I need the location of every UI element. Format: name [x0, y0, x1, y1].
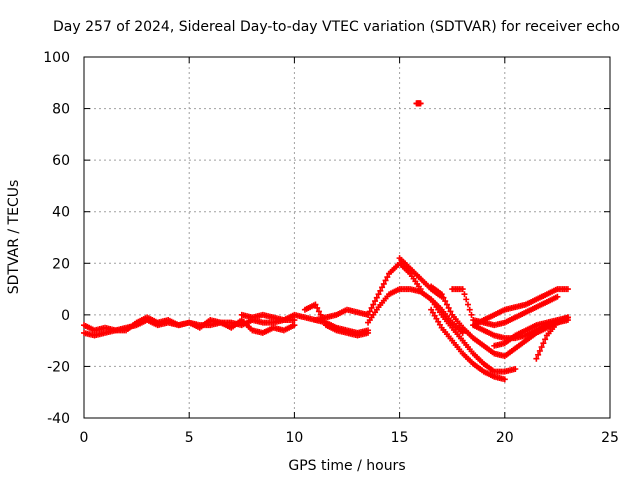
data-point	[536, 347, 543, 354]
y-tick-label: 0	[61, 308, 70, 324]
data-point	[501, 376, 508, 383]
data-point	[564, 286, 571, 293]
y-tick-label: -40	[47, 411, 70, 427]
data-point	[459, 286, 466, 293]
data-point	[314, 304, 321, 311]
chart-title: Day 257 of 2024, Sidereal Day-to-day VTE…	[53, 19, 620, 35]
data-point	[380, 280, 387, 287]
y-tick-label: 80	[52, 102, 70, 118]
series-track-7	[365, 260, 424, 318]
y-tick-label: 40	[52, 205, 70, 221]
series-track-16	[533, 314, 571, 362]
plot-frame	[83, 56, 611, 419]
data-point	[384, 274, 391, 281]
data-point	[291, 317, 298, 324]
data-point	[464, 301, 471, 308]
data-point	[542, 336, 549, 343]
series-outlier	[413, 100, 424, 107]
data-points	[81, 100, 571, 383]
data-point	[435, 318, 442, 325]
data-point	[368, 304, 375, 311]
data-point	[382, 277, 389, 284]
x-tick-label: 0	[80, 430, 89, 446]
data-point	[370, 301, 377, 308]
data-point	[428, 306, 435, 313]
data-point	[429, 309, 436, 316]
y-tick-label: 20	[52, 256, 70, 272]
data-point	[372, 298, 379, 305]
data-point	[438, 291, 445, 298]
data-point	[365, 329, 372, 336]
series-track-12	[449, 286, 561, 329]
y-tick-label: 100	[43, 50, 70, 66]
data-point	[540, 340, 547, 347]
data-point	[417, 100, 424, 107]
series-track-2	[81, 314, 298, 339]
x-tick-label: 15	[391, 430, 409, 446]
data-point	[535, 351, 542, 358]
data-point	[538, 344, 545, 351]
x-tick-label: 20	[496, 430, 514, 446]
data-point	[291, 322, 298, 329]
series-track-13	[470, 286, 571, 329]
x-tick-label: 10	[285, 430, 303, 446]
data-point	[533, 355, 540, 362]
data-point	[442, 298, 449, 305]
data-point	[366, 308, 373, 315]
axes-ticks: 0 5 10 15 20 25 -40 -20 0 20 40 60 80 100	[43, 50, 619, 446]
data-point	[433, 315, 440, 322]
y-axis-label: SDTVAR / TECUs	[6, 180, 22, 295]
data-point	[459, 329, 466, 336]
data-point	[463, 296, 470, 303]
data-point	[436, 321, 443, 328]
data-point	[315, 308, 322, 315]
data-point	[554, 293, 561, 300]
data-point	[365, 311, 372, 318]
data-point	[379, 284, 386, 291]
data-point	[466, 306, 473, 313]
data-point	[431, 312, 438, 319]
data-point	[461, 291, 468, 298]
data-point	[312, 301, 319, 308]
x-tick-label: 25	[601, 430, 619, 446]
data-point	[445, 304, 452, 311]
series-track-10	[428, 306, 508, 383]
data-point	[468, 311, 475, 318]
data-point	[375, 291, 382, 298]
data-point	[443, 301, 450, 308]
series-track-9	[428, 296, 519, 375]
data-point	[417, 286, 424, 293]
x-axis-label: GPS time / hours	[288, 458, 405, 474]
data-point	[512, 366, 519, 373]
grid	[84, 57, 610, 418]
y-tick-label: -20	[47, 359, 70, 375]
data-point	[447, 308, 454, 315]
y-tick-label: 60	[52, 153, 70, 169]
data-point	[564, 314, 571, 321]
x-tick-label: 5	[185, 430, 194, 446]
data-point	[440, 294, 447, 301]
data-point	[373, 294, 380, 301]
data-point	[377, 287, 384, 294]
